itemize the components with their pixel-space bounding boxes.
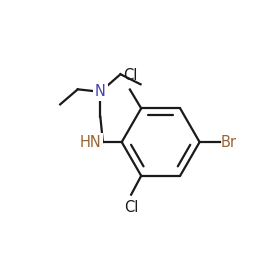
Text: Cl: Cl (124, 200, 138, 215)
Text: Cl: Cl (123, 68, 137, 83)
Text: Br: Br (221, 135, 237, 150)
Text: HN: HN (80, 135, 102, 150)
Text: N: N (95, 84, 106, 99)
